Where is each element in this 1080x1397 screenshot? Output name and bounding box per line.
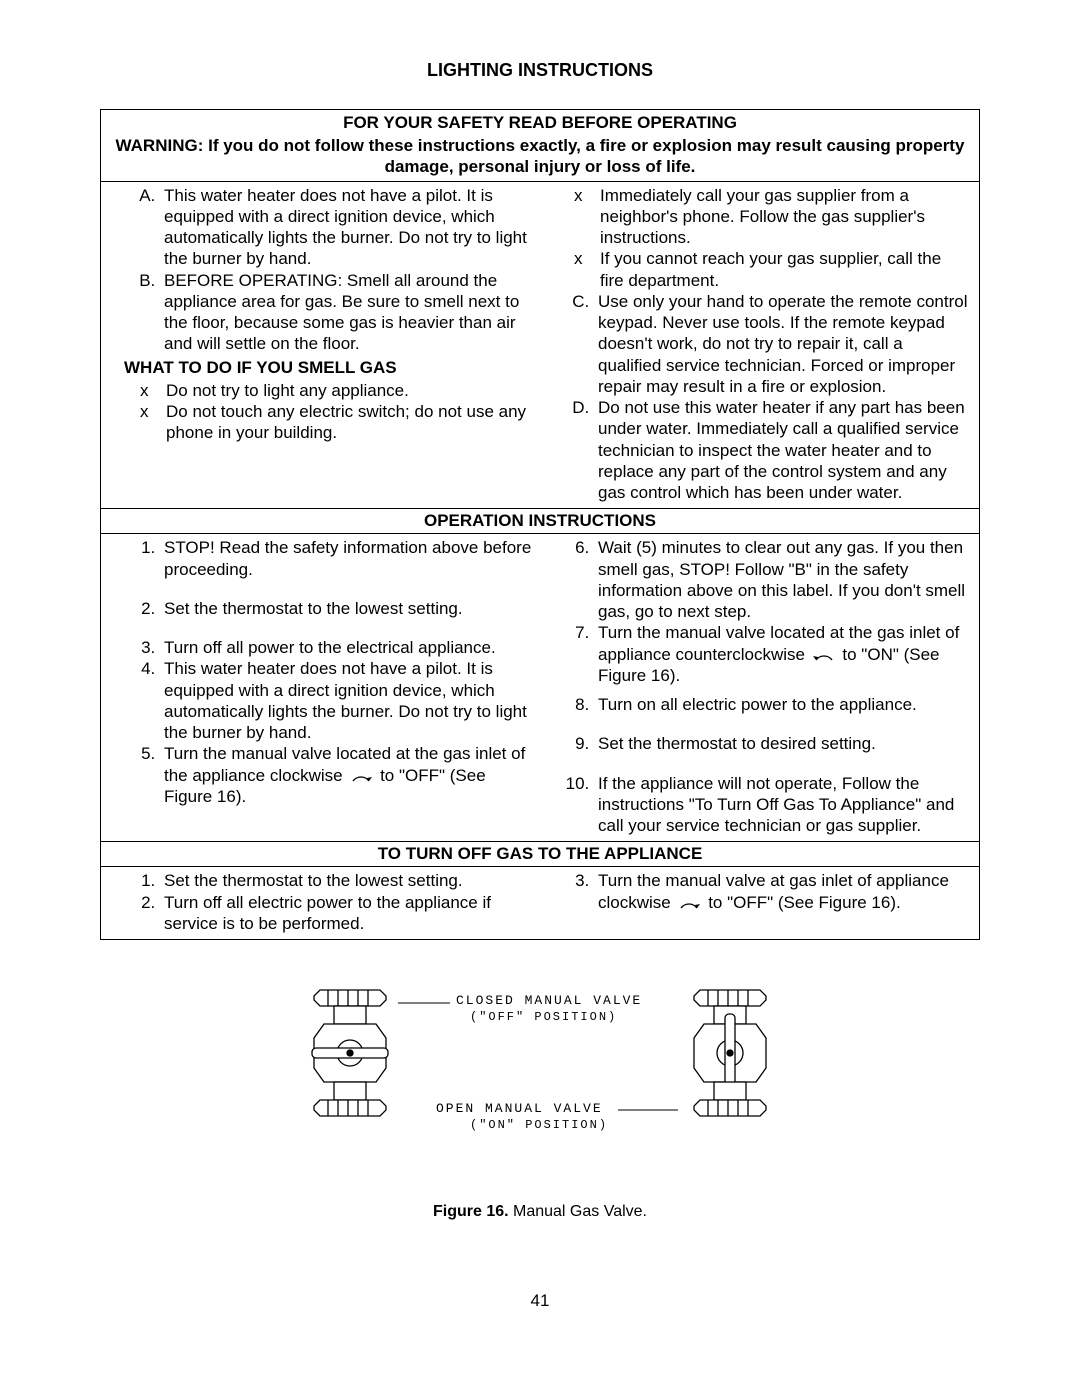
figure-16: CLOSED MANUAL VALVE ("OFF" POSITION) <box>100 980 980 1221</box>
smell-gas-list-right: Immediately call your gas supplier from … <box>546 185 968 291</box>
figure-caption: Figure 16. Manual Gas Valve. <box>100 1203 980 1221</box>
to-3: Turn the manual valve at gas inlet of ap… <box>594 870 968 913</box>
safety-item-c: Use only your hand to operate the remote… <box>594 291 968 397</box>
op-4: This water heater does not have a pilot.… <box>160 658 534 743</box>
instructions-table: FOR YOUR SAFETY READ BEFORE OPERATING WA… <box>100 109 980 940</box>
operation-body: STOP! Read the safety information above … <box>102 535 978 840</box>
safety-right-col: Immediately call your gas supplier from … <box>540 185 974 504</box>
turnoff-left-col: Set the thermostat to the lowest setting… <box>106 870 540 934</box>
page-number: 41 <box>100 1291 980 1311</box>
turnoff-body: Set the thermostat to the lowest setting… <box>102 868 978 938</box>
operation-right-list: Wait (5) minutes to clear out any gas. I… <box>546 537 968 836</box>
open-label-1: OPEN MANUAL VALVE <box>436 1101 603 1116</box>
smell-x3: Immediately call your gas supplier from … <box>574 185 968 249</box>
to-1: Set the thermostat to the lowest setting… <box>160 870 534 891</box>
to-2: Turn off all electric power to the appli… <box>160 892 534 935</box>
op-6: Wait (5) minutes to clear out any gas. I… <box>594 537 968 622</box>
safety-item-d: Do not use this water heater if any part… <box>594 397 968 503</box>
clockwise-arrow-icon <box>347 767 375 783</box>
op-8: Turn on all electric power to the applia… <box>594 694 968 715</box>
safety-item-a: This water heater does not have a pilot.… <box>160 185 534 270</box>
turnoff-right-col: Turn the manual valve at gas inlet of ap… <box>540 870 974 934</box>
smell-gas-list-left: Do not try to light any appliance. Do no… <box>112 380 534 444</box>
turnoff-right-list: Turn the manual valve at gas inlet of ap… <box>546 870 968 913</box>
op-5: Turn the manual valve located at the gas… <box>160 743 534 807</box>
turnoff-left-list: Set the thermostat to the lowest setting… <box>112 870 534 934</box>
op-2: Set the thermostat to the lowest setting… <box>160 598 534 619</box>
op-10: If the appliance will not operate, Follo… <box>594 773 968 837</box>
safety-right-list: Use only your hand to operate the remote… <box>546 291 968 504</box>
safety-left-col: This water heater does not have a pilot.… <box>106 185 540 504</box>
smell-gas-title: WHAT TO DO IF YOU SMELL GAS <box>124 357 534 378</box>
clockwise-arrow-icon <box>675 894 703 910</box>
page-title: LIGHTING INSTRUCTIONS <box>100 60 980 81</box>
page: LIGHTING INSTRUCTIONS FOR YOUR SAFETY RE… <box>0 0 1080 1351</box>
counterclockwise-arrow-icon <box>810 646 838 662</box>
op-7: Turn the manual valve located at the gas… <box>594 622 968 686</box>
safety-header: FOR YOUR SAFETY READ BEFORE OPERATING <box>102 111 978 135</box>
op-1: STOP! Read the safety information above … <box>160 537 534 580</box>
closed-label-2: ("OFF" POSITION) <box>470 1010 617 1024</box>
operation-right-col: Wait (5) minutes to clear out any gas. I… <box>540 537 974 836</box>
closed-label-1: CLOSED MANUAL VALVE <box>456 993 642 1008</box>
figure-caption-rest: Manual Gas Valve. <box>509 1203 647 1220</box>
op-9: Set the thermostat to desired setting. <box>594 733 968 754</box>
safety-body: This water heater does not have a pilot.… <box>102 183 978 508</box>
operation-left-list: STOP! Read the safety information above … <box>112 537 534 807</box>
smell-x2: Do not touch any electric switch; do not… <box>140 401 534 444</box>
to-3b: to "OFF" (See Figure 16). <box>708 893 901 912</box>
figure-caption-bold: Figure 16. <box>433 1203 509 1220</box>
operation-left-col: STOP! Read the safety information above … <box>106 537 540 836</box>
operation-header: OPERATION INSTRUCTIONS <box>101 509 980 534</box>
safety-warning: WARNING: If you do not follow these inst… <box>102 135 978 180</box>
smell-x4: If you cannot reach your gas supplier, c… <box>574 248 968 291</box>
safety-left-list: This water heater does not have a pilot.… <box>112 185 534 355</box>
manual-valve-diagram: CLOSED MANUAL VALVE ("OFF" POSITION) <box>260 980 820 1190</box>
turnoff-header: TO TURN OFF GAS TO THE APPLIANCE <box>101 842 980 867</box>
op-3: Turn off all power to the electrical app… <box>160 637 534 658</box>
open-label-2: ("ON" POSITION) <box>470 1118 608 1132</box>
smell-x1: Do not try to light any appliance. <box>140 380 534 401</box>
safety-item-b: BEFORE OPERATING: Smell all around the a… <box>160 270 534 355</box>
